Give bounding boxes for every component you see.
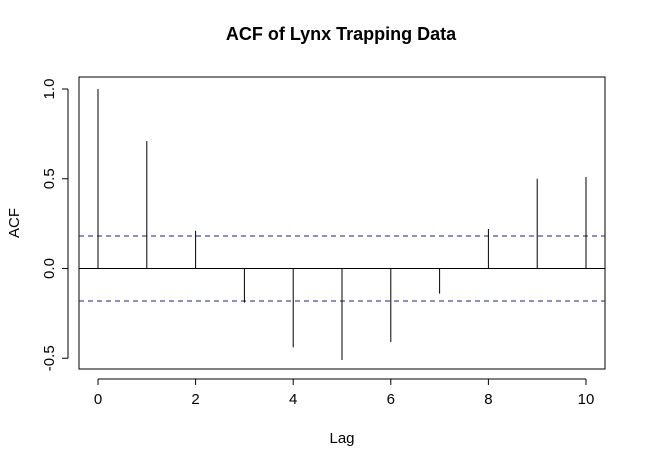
- x-axis: 0 2 4 6 8 10: [94, 378, 595, 408]
- plot-frame: [78, 76, 606, 370]
- x-tick-label-8: 8: [484, 391, 492, 408]
- y-axis-label: ACF: [6, 208, 23, 238]
- x-tick-label-4: 4: [289, 391, 297, 408]
- y-tick-label-1: 1.0: [41, 79, 58, 100]
- x-tick-label-0: 0: [94, 391, 102, 408]
- y-tick-label-0: 0.0: [41, 258, 58, 279]
- x-tick-label-2: 2: [191, 391, 199, 408]
- x-tick-label-6: 6: [387, 391, 395, 408]
- x-tick-label-10: 10: [578, 391, 595, 408]
- y-tick-label-neg0_5: -0.5: [41, 345, 58, 371]
- x-axis-label: Lag: [329, 430, 354, 447]
- acf-spikes: [97, 89, 587, 361]
- chart-title: ACF of Lynx Trapping Data: [226, 24, 457, 44]
- y-axis: -0.5 0.0 0.5 1.0: [41, 79, 69, 371]
- y-tick-label-0_5: 0.5: [41, 168, 58, 189]
